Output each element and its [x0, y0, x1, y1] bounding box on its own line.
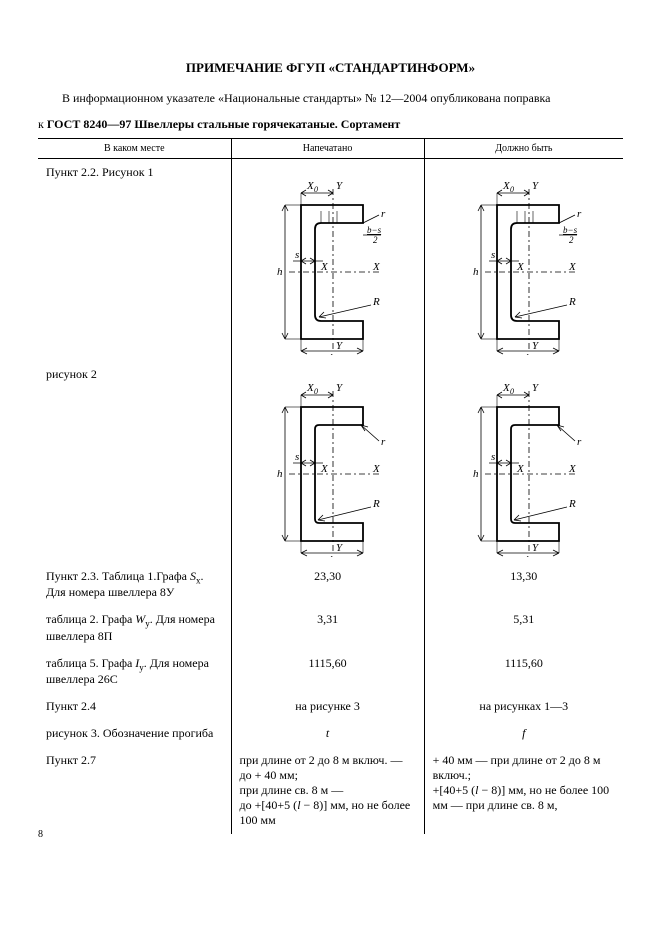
channel-diagram-1-printed: X0 Y r b−s 2 s X X h R Y b — [263, 165, 393, 355]
svg-text:Y: Y — [336, 340, 344, 352]
svg-text:r: r — [381, 208, 386, 220]
svg-text:Y: Y — [336, 180, 344, 192]
svg-text:b: b — [526, 353, 531, 355]
channel-diagram-1-should: X0 Y r b−s 2 s X X h R Y b — [459, 165, 589, 355]
svg-text:b: b — [330, 353, 335, 355]
svg-text:s: s — [491, 451, 495, 463]
svg-text:h: h — [473, 266, 479, 278]
cell-printed-figure: X0 Y r b−s 2 s X X h R Y b — [231, 158, 424, 361]
cell-should-figure: X0 Y r b−s 2 s X X h R Y b — [424, 158, 623, 361]
svg-text:r: r — [577, 208, 582, 220]
svg-text:b: b — [330, 555, 335, 557]
svg-text:b−s: b−s — [563, 225, 578, 235]
svg-text:Y: Y — [532, 382, 540, 394]
cell-where: Пункт 2.7 — [38, 747, 231, 834]
page-number: 8 — [38, 829, 43, 840]
gost-reference-line: к ГОСТ 8240—97 Швеллеры стальные горячек… — [38, 117, 623, 132]
cell-printed: 1115,60 — [231, 650, 424, 693]
svg-text:b: b — [526, 555, 531, 557]
cell-printed-figure: X0 Y r s X X h R Y b — [231, 361, 424, 563]
cell-should: f — [424, 720, 623, 747]
svg-text:s: s — [295, 249, 299, 261]
cell-where: таблица 2. Графа Wy. Для номера швеллера… — [38, 606, 231, 649]
svg-text:2: 2 — [569, 235, 574, 245]
cell-should: 1115,60 — [424, 650, 623, 693]
svg-text:Y: Y — [336, 542, 344, 554]
svg-text:Y: Y — [532, 180, 540, 192]
svg-text:0: 0 — [510, 185, 514, 194]
errata-table: В каком месте Напечатано Должно быть Пун… — [38, 138, 623, 834]
svg-text:0: 0 — [314, 185, 318, 194]
svg-text:h: h — [277, 266, 283, 278]
intro-paragraph: В информационном указателе «Национальные… — [38, 90, 623, 107]
cell-should: 13,30 — [424, 563, 623, 606]
page: ПРИМЕЧАНИЕ ФГУП «СТАНДАРТИНФОРМ» В инфор… — [0, 0, 661, 858]
svg-text:X: X — [568, 463, 577, 475]
cell-where: Пункт 2.3. Таблица 1.Графа Sx. Для номер… — [38, 563, 231, 606]
cell-should-figure: X0 Y r s X X h R Y b — [424, 361, 623, 563]
where-text: Пункт 2.2. Рисунок 1 — [46, 165, 154, 179]
table-row: таблица 5. Графа Iy. Для номера швеллера… — [38, 650, 623, 693]
svg-text:Y: Y — [336, 382, 344, 394]
table-header-row: В каком месте Напечатано Должно быть — [38, 138, 623, 158]
table-row: Пункт 2.3. Таблица 1.Графа Sx. Для номер… — [38, 563, 623, 606]
channel-diagram-2-printed: X0 Y r s X X h R Y b — [263, 367, 393, 557]
svg-text:s: s — [491, 249, 495, 261]
svg-text:Y: Y — [532, 340, 540, 352]
svg-text:Y: Y — [532, 542, 540, 554]
svg-text:R: R — [568, 498, 576, 510]
cell-where: Пункт 2.2. Рисунок 1 — [38, 158, 231, 361]
svg-text:h: h — [473, 468, 479, 480]
svg-text:h: h — [277, 468, 283, 480]
cell-printed: 23,30 — [231, 563, 424, 606]
svg-text:X: X — [568, 261, 577, 273]
svg-text:X: X — [516, 463, 525, 475]
svg-text:r: r — [577, 436, 582, 448]
svg-text:X: X — [320, 261, 329, 273]
svg-text:0: 0 — [314, 387, 318, 396]
svg-text:R: R — [568, 296, 576, 308]
table-row: Пункт 2.7 при длине от 2 до 8 м включ. —… — [38, 747, 623, 834]
svg-text:R: R — [372, 296, 380, 308]
svg-text:X: X — [516, 261, 525, 273]
table-row: Пункт 2.4 на рисунке 3 на рисунках 1—3 — [38, 693, 623, 720]
svg-text:X: X — [320, 463, 329, 475]
table-row: таблица 2. Графа Wy. Для номера швеллера… — [38, 606, 623, 649]
table-row: рисунок 2 — [38, 361, 623, 563]
cell-printed: на рисунке 3 — [231, 693, 424, 720]
table-row: рисунок 3. Обозначение прогиба t f — [38, 720, 623, 747]
svg-text:b−s: b−s — [367, 225, 382, 235]
page-title: ПРИМЕЧАНИЕ ФГУП «СТАНДАРТИНФОРМ» — [38, 60, 623, 76]
cell-where: Пункт 2.4 — [38, 693, 231, 720]
channel-diagram-2-should: X0 Y r s X X h R Y b — [459, 367, 589, 557]
svg-text:r: r — [381, 436, 386, 448]
cell-should: 5,31 — [424, 606, 623, 649]
gost-bold: ГОСТ 8240—97 Швеллеры стальные горячекат… — [47, 117, 400, 131]
where-text: рисунок 2 — [46, 367, 97, 381]
cell-printed: 3,31 — [231, 606, 424, 649]
svg-text:X: X — [372, 261, 381, 273]
svg-text:R: R — [372, 498, 380, 510]
svg-text:X: X — [372, 463, 381, 475]
cell-should: + 40 мм — при длине от 2 до 8 м включ.;+… — [424, 747, 623, 834]
cell-where: таблица 5. Графа Iy. Для номера швеллера… — [38, 650, 231, 693]
col-header-where: В каком месте — [38, 138, 231, 158]
col-header-should: Должно быть — [424, 138, 623, 158]
svg-text:2: 2 — [373, 235, 378, 245]
svg-text:s: s — [295, 451, 299, 463]
cell-where: рисунок 3. Обозначение прогиба — [38, 720, 231, 747]
table-row: Пункт 2.2. Рисунок 1 — [38, 158, 623, 361]
cell-where: рисунок 2 — [38, 361, 231, 563]
cell-printed: при длине от 2 до 8 м включ. — до + 40 м… — [231, 747, 424, 834]
svg-text:0: 0 — [510, 387, 514, 396]
col-header-printed: Напечатано — [231, 138, 424, 158]
cell-printed: t — [231, 720, 424, 747]
cell-should: на рисунках 1—3 — [424, 693, 623, 720]
gost-prefix: к — [38, 117, 47, 131]
